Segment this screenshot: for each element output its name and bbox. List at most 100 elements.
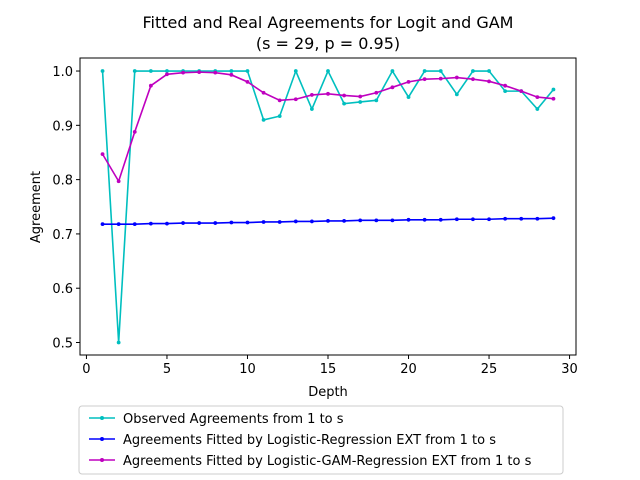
series-2-point — [406, 217, 411, 222]
series-1-point — [261, 117, 266, 122]
series-2-point — [390, 218, 395, 223]
series-2-point — [181, 221, 185, 225]
series-2-point — [454, 217, 459, 222]
series-2 — [100, 216, 556, 227]
y-axis: 0.5 0.6 0.7 0.8 0.9 1.0 — [52, 65, 80, 352]
series-3-point — [503, 83, 508, 88]
x-tick-label: 25 — [481, 362, 498, 377]
series-2-point — [132, 222, 137, 227]
series-3 — [100, 70, 556, 184]
series-2-point — [165, 221, 169, 226]
y-tick-label: 0.6 — [52, 282, 73, 297]
series-3-point — [181, 70, 185, 75]
legend-label: Agreements Fitted by Logistic-Regression… — [123, 433, 496, 448]
x-tick-label: 15 — [320, 362, 337, 377]
series-3-point — [277, 98, 282, 103]
series-2-point — [551, 216, 556, 221]
series-2-point — [503, 216, 508, 221]
series-1-point — [422, 69, 427, 73]
series-3-point — [454, 75, 459, 80]
series-2-point — [309, 219, 314, 224]
series-3-point — [229, 72, 234, 77]
legend: Observed Agreements from 1 to s Agreement… — [78, 405, 564, 475]
x-axis-label: Depth — [308, 385, 348, 400]
series-1-point — [438, 69, 443, 73]
series-3-point — [438, 76, 443, 81]
series-3-point — [342, 93, 347, 98]
series-1-point — [471, 69, 475, 73]
series-1-point — [165, 69, 169, 73]
legend-frame — [78, 405, 564, 475]
series-2-point — [471, 217, 475, 222]
series-2-point — [116, 222, 121, 227]
series-3-point — [148, 83, 153, 88]
series-2-point — [326, 218, 330, 223]
series-2-point — [535, 216, 540, 221]
y-tick-label: 0.8 — [52, 174, 73, 189]
series-2-point — [438, 217, 443, 222]
series-2-point — [277, 220, 282, 224]
series-3-point — [358, 94, 363, 99]
series-3-point — [245, 79, 250, 84]
series-3-point — [535, 95, 540, 99]
series-3-point — [390, 85, 395, 90]
series-1-point — [277, 114, 282, 118]
series-3-point — [197, 70, 202, 75]
series-3-point — [116, 179, 121, 184]
series-1-point — [342, 101, 347, 106]
series-2-point — [261, 220, 266, 224]
series-1-point — [374, 98, 379, 103]
series-1-point — [229, 69, 234, 73]
series-1-point — [358, 100, 363, 104]
series-3-point — [487, 79, 491, 84]
x-tick-label: 5 — [163, 362, 171, 377]
series-2-point — [519, 216, 524, 221]
series-3-point — [422, 77, 427, 82]
series-3-point — [309, 93, 314, 97]
series-2-point — [487, 217, 491, 222]
series-3-point — [551, 96, 556, 101]
y-tick-label: 1.0 — [52, 65, 73, 80]
series-1 — [100, 68, 556, 345]
series-3-point — [100, 152, 105, 157]
series-3-point — [471, 77, 475, 82]
legend-entries: Observed Agreements from 1 to s Agreement… — [89, 412, 532, 469]
series-2-point — [229, 220, 234, 225]
series-1-point — [116, 340, 121, 345]
series-3-point — [165, 72, 169, 77]
series-2-point — [422, 217, 427, 222]
series-3-point — [293, 97, 298, 102]
series-group — [100, 68, 556, 345]
series-1-point — [406, 95, 411, 99]
y-tick-label: 0.5 — [52, 337, 73, 352]
legend-label: Observed Agreements from 1 to s — [123, 412, 344, 427]
series-1-point — [148, 69, 153, 73]
series-3-point — [374, 90, 379, 95]
series-3-point — [406, 79, 411, 84]
series-2-point — [374, 218, 379, 223]
legend-swatch-marker — [100, 458, 104, 462]
series-1-point — [309, 107, 314, 111]
series-1-point — [487, 69, 491, 73]
x-axis: 0 5 10 15 20 25 30 — [82, 355, 578, 377]
x-tick-label: 10 — [239, 362, 256, 377]
y-tick-label: 0.9 — [52, 119, 73, 134]
y-axis-label: Agreement — [29, 171, 44, 243]
series-3-point — [519, 89, 524, 94]
x-tick-label: 30 — [561, 362, 578, 377]
series-2-point — [342, 218, 347, 223]
series-1-point — [390, 69, 395, 73]
x-tick-label: 0 — [82, 362, 90, 377]
legend-swatch-marker — [100, 416, 104, 420]
series-2-point — [100, 222, 105, 227]
series-2-point — [358, 218, 363, 223]
series-2-point — [197, 221, 202, 225]
x-tick-label: 20 — [400, 362, 417, 377]
series-1-point — [454, 92, 459, 97]
series-2-point — [245, 220, 250, 225]
legend-label: Agreements Fitted by Logistic-GAM-Regres… — [123, 454, 532, 469]
plot-frame — [79, 57, 577, 356]
series-3-point — [326, 91, 330, 96]
series-1-point — [503, 89, 508, 94]
